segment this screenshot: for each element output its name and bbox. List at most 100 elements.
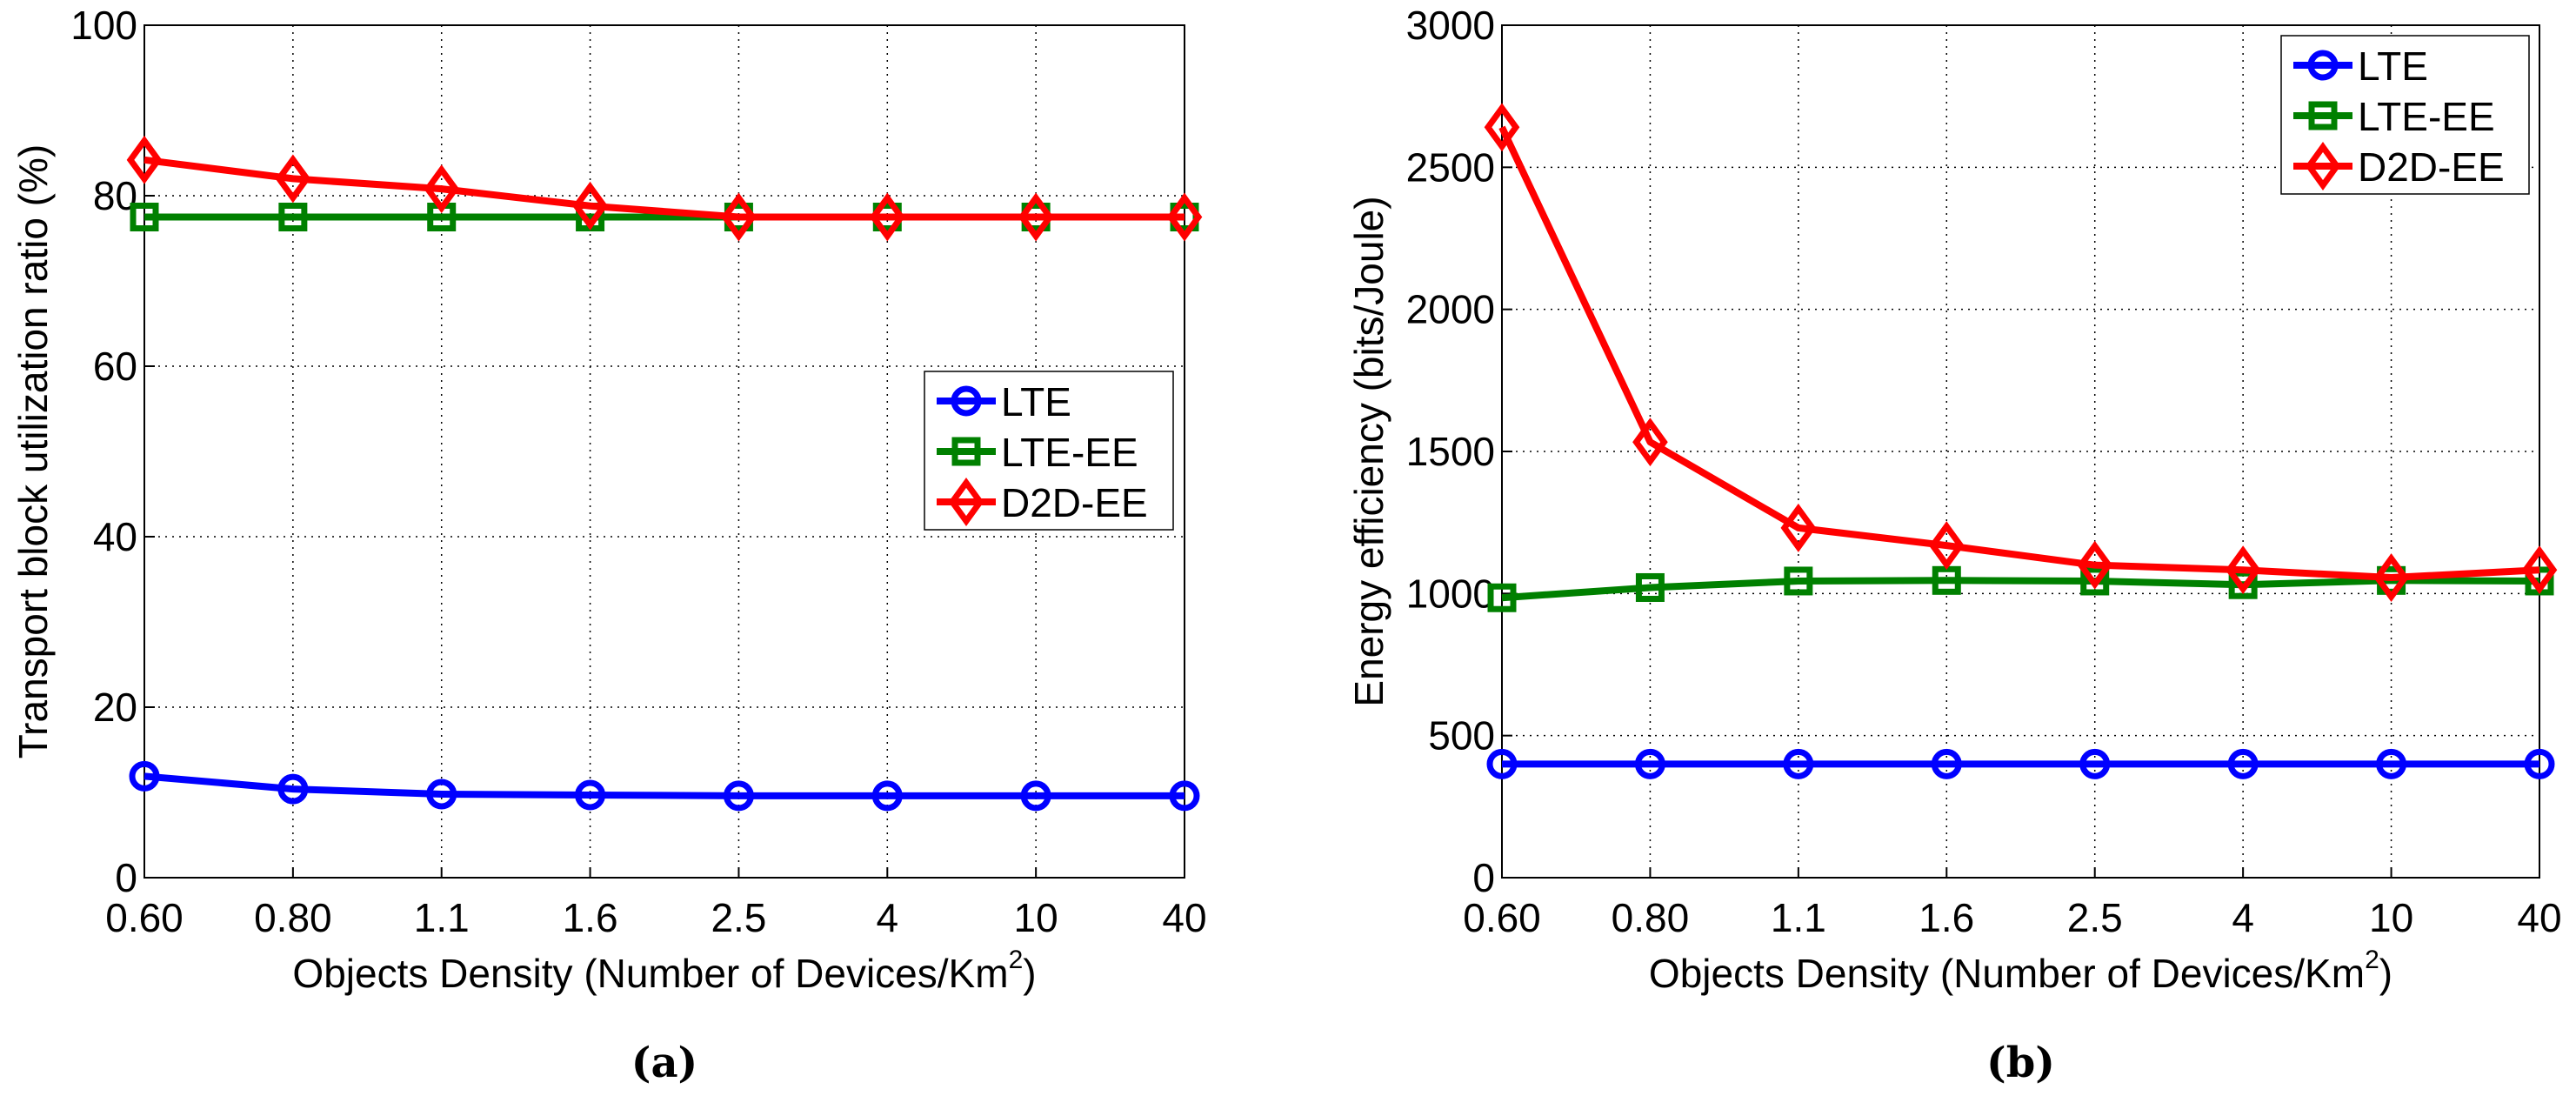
legend-label: D2D-EE: [2358, 144, 2505, 190]
x-tick-label: 0.60: [105, 895, 184, 940]
subfigure-caption: (a): [631, 1039, 698, 1087]
x-tick-label: 4: [876, 895, 898, 940]
plot-frame: [1501, 24, 2540, 879]
legend: LTE LTE-EE D2D-EE: [2280, 35, 2530, 195]
y-tick-label: 3000: [1406, 3, 1495, 48]
data-point-d2d-ee: [2373, 553, 2409, 602]
legend-label: LTE-EE: [1001, 430, 1138, 475]
data-point-d2d-ee: [2077, 540, 2113, 590]
x-tick-label: 0.60: [1463, 895, 1541, 940]
x-axis-label-end: ): [1023, 951, 1036, 996]
data-point-d2d-ee: [2225, 545, 2261, 595]
data-point-lte: [1169, 780, 1200, 812]
legend-marker-lte: [2307, 50, 2339, 81]
legend-marker-d2d-ee: [2305, 142, 2341, 190]
x-tick-label: 1.1: [414, 895, 470, 940]
y-axis-label: Energy efficiency (bits/Joule): [1346, 196, 1391, 706]
y-tick-label: 100: [70, 3, 137, 48]
data-point-d2d-ee: [126, 135, 163, 184]
y-tick-label: 500: [1428, 713, 1495, 759]
data-point-lte-ee: [1635, 572, 1665, 602]
data-point-lte: [2079, 748, 2111, 779]
data-point-d2d-ee: [572, 181, 608, 231]
data-point-lte: [1486, 748, 1518, 779]
data-point-lte: [1783, 748, 1814, 779]
data-point-lte: [575, 779, 606, 811]
data-point-lte: [723, 780, 754, 812]
data-point-d2d-ee: [1928, 521, 1965, 571]
x-axis-label-superscript: 2: [1009, 946, 1024, 974]
data-point-lte-ee: [130, 203, 159, 231]
legend-marker-lte-ee: [951, 437, 981, 466]
x-axis-label-superscript: 2: [2365, 946, 2379, 974]
legend-marker-d2d-ee: [948, 478, 984, 526]
y-tick-label: 20: [93, 685, 137, 730]
y-tick-label: 2000: [1406, 287, 1495, 332]
data-point-lte: [1020, 780, 1051, 812]
data-point-d2d-ee: [1780, 503, 1817, 552]
data-point-lte-ee: [278, 203, 308, 231]
series-line-d2d-ee: [143, 156, 1185, 221]
x-axis-label: Objects Density (Number of Devices/Km2): [1649, 946, 2392, 996]
data-point-d2d-ee: [2521, 545, 2558, 595]
x-axis-label-main: Objects Density (Number of Devices/Km: [1649, 951, 2365, 996]
y-tick-label: 80: [93, 173, 137, 218]
data-point-d2d-ee: [1166, 192, 1203, 242]
x-tick-label: 10: [1014, 895, 1058, 940]
series-line-d2d-ee: [1498, 125, 2540, 582]
legend-marker-lte: [951, 385, 982, 417]
y-tick-label: 40: [93, 514, 137, 559]
y-tick-label: 1500: [1406, 429, 1495, 474]
chart-a: 0.60 0.80 1.1 1.6 2.5 4 10 40 0 20 40 60 80 100 Object…: [10, 3, 1207, 1087]
legend: LTE LTE-EE D2D-EE: [924, 371, 1174, 531]
x-tick-label: 0.80: [1612, 895, 1690, 940]
plot-frame: [143, 24, 1185, 879]
x-tick-label: 10: [2369, 895, 2413, 940]
y-axis-label: Transport block utilization ratio (%): [10, 144, 56, 759]
x-tick-label: 4: [2232, 895, 2254, 940]
y-tick-label: 0: [115, 855, 137, 900]
y-tick-label: 0: [1472, 855, 1495, 900]
data-point-lte: [277, 773, 309, 805]
x-axis-label-main: Objects Density (Number of Devices/Km: [292, 951, 1008, 996]
data-point-lte: [426, 779, 457, 810]
legend-label: LTE: [1001, 379, 1071, 424]
x-tick-label: 1.6: [563, 895, 618, 940]
data-point-lte: [2376, 748, 2407, 779]
legend-label: D2D-EE: [1001, 480, 1148, 525]
x-tick-label: 0.80: [254, 895, 332, 940]
x-tick-label: 40: [2517, 895, 2561, 940]
x-tick-label: 1.1: [1771, 895, 1826, 940]
x-tick-label: 2.5: [2067, 895, 2123, 940]
data-point-lte-ee: [1487, 583, 1517, 612]
chart-b: 0.60 0.80 1.1 1.6 2.5 4 10 40 0 500 1000 1500 2000 25…: [1346, 3, 2562, 1087]
legend-marker-lte-ee: [2308, 101, 2338, 130]
data-point-lte-ee: [1784, 566, 1813, 596]
data-point-lte: [129, 760, 160, 792]
legend-label: LTE: [2358, 43, 2428, 89]
series-line-lte: [143, 772, 1185, 799]
y-tick-label: 1000: [1406, 571, 1495, 616]
subfigure-caption: (b): [1986, 1039, 2055, 1087]
data-point-lte: [1634, 748, 1665, 779]
data-point-lte: [2227, 748, 2259, 779]
data-point-d2d-ee: [424, 164, 460, 214]
data-point-d2d-ee: [1484, 103, 1520, 152]
data-point-d2d-ee: [869, 192, 905, 242]
y-tick-label: 2500: [1406, 144, 1495, 190]
y-tick-label: 60: [93, 344, 137, 389]
x-tick-label: 2.5: [711, 895, 766, 940]
data-point-d2d-ee: [1632, 418, 1668, 467]
data-point-d2d-ee: [1018, 192, 1054, 242]
legend-label: LTE-EE: [2358, 94, 2495, 139]
data-point-lte: [2524, 748, 2555, 779]
x-axis-label-end: ): [2379, 951, 2392, 996]
data-point-d2d-ee: [721, 192, 757, 242]
data-point-lte: [1931, 748, 1962, 779]
data-point-lte: [871, 780, 903, 812]
data-point-lte-ee: [2080, 566, 2110, 596]
x-axis-label: Objects Density (Number of Devices/Km2): [292, 946, 1036, 996]
x-tick-label: 40: [1162, 895, 1206, 940]
series-line-lte-ee: [1501, 577, 2540, 602]
